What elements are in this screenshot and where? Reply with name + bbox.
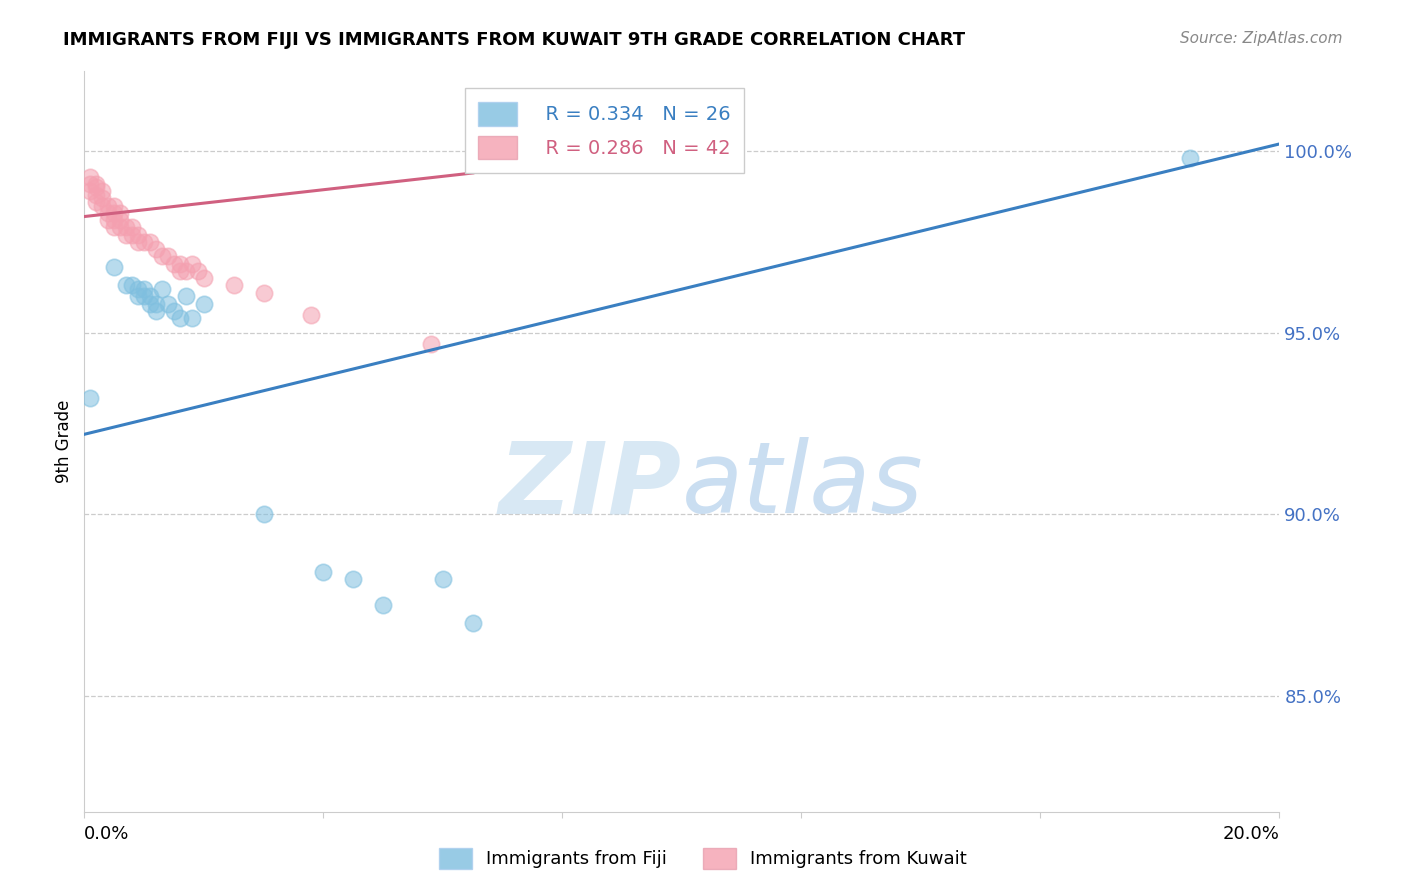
Point (127, 289, 149, 303)
Point (91, 184, 114, 198)
Point (97, 206, 120, 220)
Point (91, 199, 114, 213)
Point (163, 304, 186, 318)
Point (127, 235, 149, 249)
Point (150, 250, 173, 264)
Point (163, 257, 186, 271)
Point (432, 573, 454, 587)
Point (169, 257, 191, 271)
Point (115, 227, 138, 242)
Point (110, 213, 132, 227)
Point (103, 220, 125, 235)
Text: atlas: atlas (682, 437, 924, 534)
Point (91, 191, 114, 205)
Point (253, 507, 276, 521)
Text: ZIP: ZIP (499, 437, 682, 534)
Point (169, 311, 191, 326)
Point (121, 227, 143, 242)
Point (79, 177, 101, 191)
Point (253, 285, 276, 300)
Point (132, 235, 156, 249)
Text: IMMIGRANTS FROM FIJI VS IMMIGRANTS FROM KUWAIT 9TH GRADE CORRELATION CHART: IMMIGRANTS FROM FIJI VS IMMIGRANTS FROM … (63, 31, 966, 49)
Point (174, 289, 197, 303)
Text: Source: ZipAtlas.com: Source: ZipAtlas.com (1180, 31, 1343, 46)
Point (373, 598, 395, 612)
Point (187, 264, 209, 278)
Legend: Immigrants from Fiji, Immigrants from Kuwait: Immigrants from Fiji, Immigrants from Ku… (432, 840, 974, 876)
Point (169, 264, 191, 278)
Point (145, 296, 167, 310)
Point (139, 289, 162, 303)
Point (132, 289, 156, 303)
Point (420, 336, 443, 351)
Point (86, 187, 108, 202)
Point (181, 257, 204, 271)
Point (193, 296, 215, 310)
Point (301, 308, 323, 322)
Point (127, 227, 149, 242)
Point (97, 213, 120, 227)
Point (150, 282, 173, 296)
Point (86, 194, 108, 209)
Text: 20.0%: 20.0% (1223, 825, 1279, 843)
Point (115, 220, 138, 235)
Point (79, 391, 101, 405)
Point (145, 242, 167, 256)
Point (157, 250, 180, 264)
Point (139, 296, 162, 310)
Point (461, 615, 484, 630)
Point (110, 206, 132, 220)
Point (103, 213, 125, 227)
Point (139, 235, 162, 249)
Point (1178, 152, 1201, 166)
Point (103, 260, 125, 275)
Legend:   R = 0.334   N = 26,   R = 0.286   N = 42: R = 0.334 N = 26, R = 0.286 N = 42 (464, 88, 744, 173)
Point (222, 278, 245, 293)
Point (103, 199, 125, 213)
Point (110, 220, 132, 235)
Point (145, 304, 167, 318)
Text: 0.0%: 0.0% (84, 825, 129, 843)
Point (121, 278, 143, 293)
Point (342, 573, 364, 587)
Point (312, 565, 335, 579)
Point (79, 184, 101, 198)
Y-axis label: 9th Grade: 9th Grade (55, 400, 73, 483)
Point (193, 271, 215, 285)
Point (86, 177, 108, 191)
Point (79, 169, 101, 184)
Point (97, 199, 120, 213)
Point (174, 264, 197, 278)
Point (181, 311, 204, 326)
Point (127, 282, 149, 296)
Point (103, 206, 125, 220)
Point (86, 180, 108, 194)
Point (121, 220, 143, 235)
Point (157, 296, 180, 310)
Point (132, 282, 156, 296)
Point (115, 278, 138, 293)
